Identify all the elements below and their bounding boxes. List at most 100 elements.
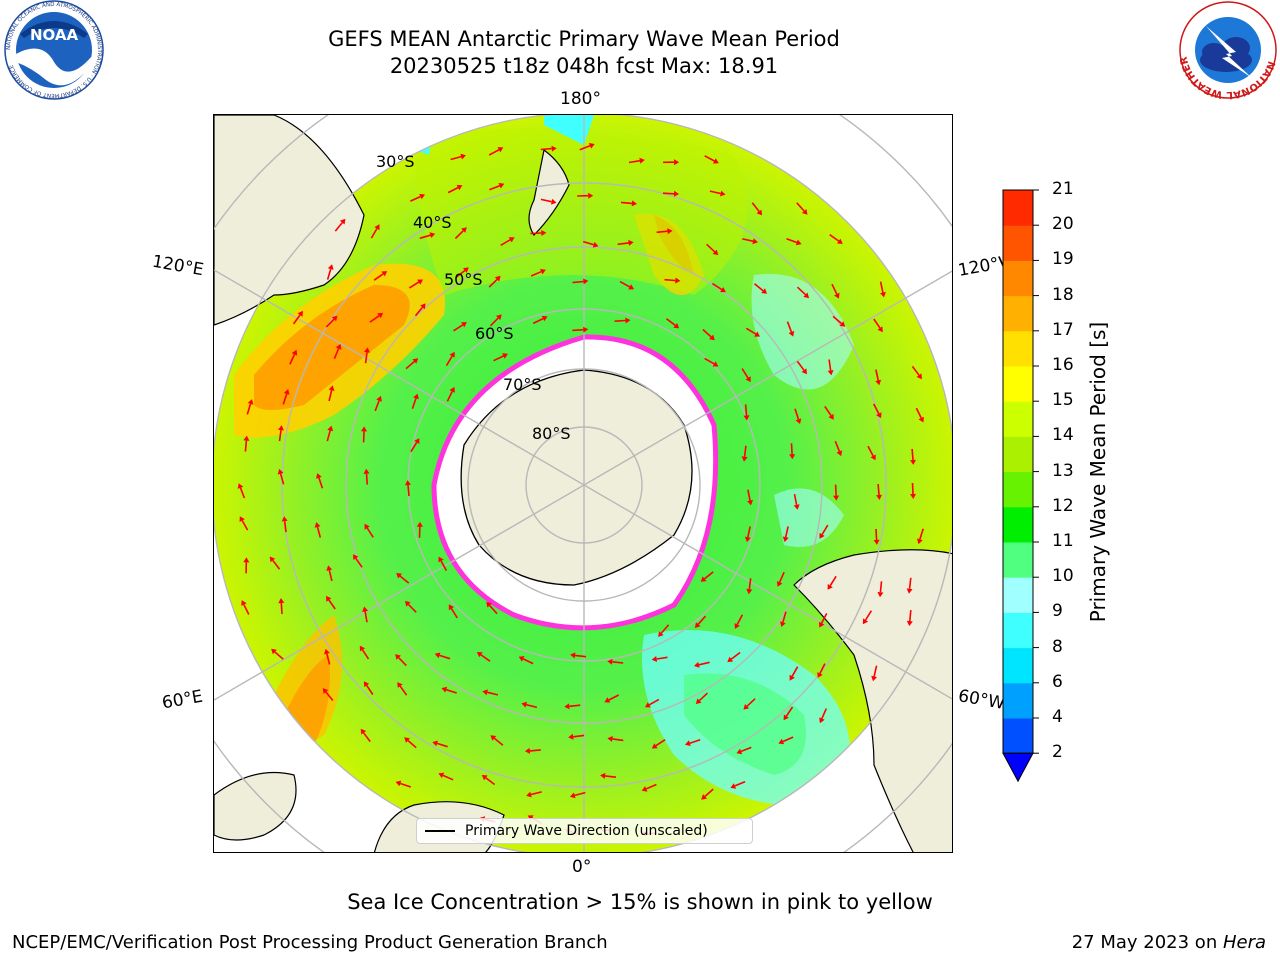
wave-arrow-head [604, 697, 611, 703]
wave-arrow [660, 624, 670, 634]
colorbar-label: Primary Wave Mean Period [s] [1086, 321, 1110, 623]
wave-arrow-head [754, 331, 760, 337]
wave-arrow-head [741, 456, 748, 462]
wave-arrow [662, 192, 675, 195]
lat-label-80s: 80°S [532, 424, 571, 443]
wave-arrow [834, 484, 837, 496]
wave-arrow-head [419, 193, 425, 200]
wave-arrow-head [364, 347, 370, 353]
wave-arrow [373, 273, 384, 281]
page-title: GEFS MEAN Antarctic Primary Wave Mean Pe… [328, 27, 840, 51]
wave-arrow [316, 526, 322, 538]
colorbar-segment [1003, 260, 1033, 297]
wave-arrow-head [326, 595, 332, 602]
wave-arrow [796, 286, 807, 296]
wave-arrow-head [429, 232, 436, 238]
wave-arrow [439, 654, 451, 660]
footer-date-text: 27 May 2023 on [1071, 932, 1223, 953]
wave-arrow [569, 704, 581, 708]
colorbar-tick-label: 2 [1052, 742, 1063, 763]
wave-arrow [786, 321, 793, 333]
wave-arrow-head [875, 379, 882, 386]
wave-arrow-head [363, 681, 370, 688]
wave-arrow-head [551, 198, 557, 205]
wave-arrow [246, 403, 252, 415]
wave-arrow-head [395, 654, 401, 660]
wave-arrow [326, 653, 331, 665]
wave-arrow-head [873, 539, 880, 545]
wave-arrow [697, 615, 707, 625]
wave-arrow-head [746, 588, 753, 595]
wave-arrow-head [363, 468, 370, 474]
lon-label-0: 0° [572, 857, 592, 877]
wave-arrow-head [521, 701, 527, 708]
wave-arrow [333, 348, 340, 360]
lat-label-70s: 70°S [503, 375, 542, 394]
wave-arrow [791, 666, 799, 677]
wave-arrow [334, 222, 343, 232]
wave-arrow [282, 393, 288, 405]
wave-arrow [487, 691, 499, 696]
wave-arrow-head [432, 740, 438, 747]
wave-arrow-head [297, 310, 303, 317]
wave-arrow [241, 520, 249, 531]
wave-arrow [445, 688, 457, 694]
wave-arrow [440, 560, 448, 571]
wave-arrow-head [583, 278, 589, 285]
wave-arrow [821, 708, 828, 719]
wave-arrow [730, 651, 741, 660]
wave-arrow [243, 604, 250, 615]
wave-arrow [617, 242, 629, 246]
wave-arrow-head [801, 209, 808, 215]
wave-arrow-head [607, 658, 613, 665]
wave-arrow [530, 791, 542, 796]
wave-arrow [828, 359, 832, 371]
wave-arrow [398, 657, 407, 667]
wave-arrow-head [780, 621, 786, 627]
wave-arrow [446, 391, 453, 402]
wave-arrow-head [353, 554, 359, 560]
wave-arrow-head [871, 675, 877, 682]
wave-arrow-head [438, 772, 445, 779]
wave-arrow-head [278, 598, 285, 604]
wave-arrow [407, 739, 417, 749]
wave-arrow [796, 202, 805, 212]
wave-arrow [374, 400, 380, 412]
lon-label-60w: 60°W [956, 686, 1007, 714]
wave-arrow-head [324, 648, 330, 655]
wave-arrow [821, 524, 829, 535]
colorbar-tick-label: 11 [1052, 531, 1074, 551]
wave-arrow [326, 268, 332, 280]
wave-arrow-head [486, 601, 492, 608]
wave-arrow [782, 736, 794, 743]
wave-arrow-head [752, 238, 758, 245]
wave-arrow [746, 698, 756, 707]
lon-label-180: 180° [560, 89, 601, 109]
colorbar-segment [1003, 506, 1033, 543]
wave-arrow-head [497, 147, 504, 153]
wave-arrow [864, 610, 873, 621]
colorbar-tick-label: 6 [1052, 671, 1063, 692]
wave-arrow [540, 147, 552, 151]
wave-arrow [879, 281, 884, 293]
wave-arrow-head [269, 556, 276, 563]
wave-arrow-head [327, 425, 334, 432]
wave-arrow-head [713, 158, 719, 164]
wave-arrow-head [862, 618, 869, 625]
colorbar-tick-label: 19 [1052, 249, 1074, 270]
colorbar-segment [1003, 401, 1033, 437]
wave-arrow-head [906, 588, 913, 594]
wave-arrow-head [906, 620, 913, 627]
wave-arrow-head [518, 656, 525, 662]
wave-arrow [489, 184, 500, 191]
wave-arrow-head [641, 786, 648, 792]
wave-arrow [648, 698, 660, 706]
wave-arrow-head [243, 435, 250, 441]
wave-arrow [289, 353, 296, 365]
wave-arrow-head [712, 361, 719, 367]
wave-arrow-head [438, 556, 444, 563]
wave-arrow-head [651, 656, 658, 662]
wave-arrow [614, 319, 626, 322]
wave-arrow-head [588, 143, 595, 149]
wave-arrow-head [496, 314, 502, 321]
